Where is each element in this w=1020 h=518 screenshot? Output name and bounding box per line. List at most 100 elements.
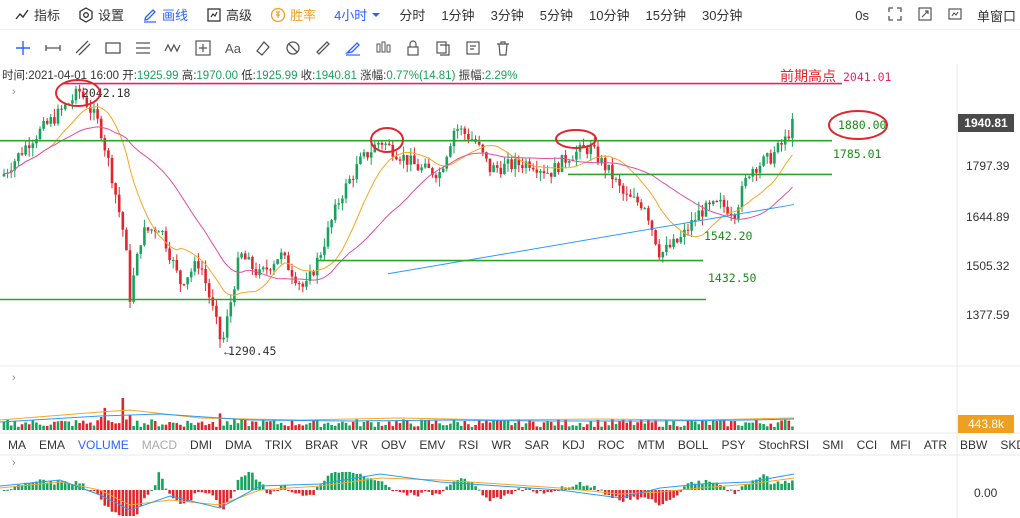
restore-icon[interactable] (917, 6, 933, 25)
candle-body (405, 155, 409, 165)
indicator-tab-mfi[interactable]: MFI (890, 438, 911, 452)
candle-body (647, 208, 650, 221)
candle-body (290, 270, 294, 277)
macd-bar (524, 488, 528, 490)
text-tool-icon[interactable]: Aa (225, 40, 241, 56)
eraser-icon[interactable] (248, 36, 278, 60)
indicator-tab-volume[interactable]: VOLUME (78, 438, 129, 452)
macd-bar (207, 490, 211, 494)
macd-bar (132, 490, 135, 516)
indicator-tab-smi[interactable]: SMI (822, 438, 844, 452)
refresh-interval[interactable]: 0s (855, 7, 869, 23)
collapse-macd-icon[interactable]: › (12, 457, 16, 469)
period-dropdown[interactable]: 4小时 (334, 5, 381, 24)
indicator-tab-brar[interactable]: BRAR (305, 438, 339, 452)
candle-body (643, 208, 647, 210)
timeframe-15m[interactable]: 15分钟 (645, 8, 686, 23)
indicator-tab-boll[interactable]: BOLL (677, 438, 709, 452)
macd-bar (276, 490, 279, 491)
volume-bar (279, 422, 283, 430)
macd-bar (639, 490, 643, 498)
indicator-tab-dmi[interactable]: DMI (190, 438, 213, 452)
indicator-tab-psy[interactable]: PSY (721, 438, 746, 452)
indicator-tab-ma[interactable]: MA (8, 438, 26, 452)
delete-icon[interactable] (488, 36, 518, 60)
macd-bar (45, 482, 49, 490)
brush-icon[interactable] (338, 36, 368, 60)
copy-icon[interactable] (428, 36, 458, 60)
indicator-tab-bbw[interactable]: BBW (960, 438, 988, 452)
timeframe-5m[interactable]: 5分钟 (539, 8, 574, 23)
candles-icon[interactable] (368, 36, 398, 60)
indicator-tab-emv[interactable]: EMV (419, 438, 446, 452)
parallel-lines-icon[interactable] (128, 36, 158, 60)
volume-bar (247, 426, 251, 430)
candle-body (92, 109, 96, 113)
timeframe-1m[interactable]: 1分钟 (441, 8, 475, 23)
indicator-tab-kdj[interactable]: KDJ (562, 438, 585, 452)
candle-body (521, 165, 524, 169)
indicator-tab-macd[interactable]: MACD (141, 438, 178, 452)
collapse-main-icon[interactable]: › (12, 86, 16, 98)
timeframe-3m[interactable]: 3分钟 (490, 8, 524, 23)
candle-body (243, 253, 247, 260)
ruler-icon[interactable] (308, 36, 338, 60)
indicator-tab-rsi[interactable]: RSI (458, 438, 479, 452)
volume-bar (251, 421, 254, 430)
volume-bar (557, 419, 560, 430)
candle-body (787, 136, 791, 139)
candle-body (726, 206, 729, 214)
volume-bar (161, 424, 164, 430)
trend-line-icon[interactable] (68, 36, 98, 60)
measure-icon[interactable] (188, 36, 218, 60)
candle-body (38, 128, 42, 140)
indicator-tab-mtm[interactable]: MTM (637, 438, 665, 452)
candle-body (269, 269, 272, 271)
indicators-button[interactable]: 指标 (14, 5, 60, 24)
volume-bar (729, 421, 733, 430)
indicator-tab-wr[interactable]: WR (491, 438, 512, 452)
indicator-tab-trix[interactable]: TRIX (264, 438, 293, 452)
note-icon[interactable] (458, 36, 488, 60)
indicator-tab-stochrsi[interactable]: StochRSI (758, 438, 810, 452)
crosshair-icon[interactable] (8, 36, 38, 60)
draw-button[interactable]: 画线 (142, 5, 188, 24)
winrate-button[interactable]: 胜率 (270, 5, 316, 24)
timeframe-tick[interactable]: 分时 (399, 8, 426, 23)
candle-body (611, 164, 614, 180)
timeframe-10m[interactable]: 10分钟 (589, 8, 630, 23)
indicator-tab-dma[interactable]: DMA (225, 438, 252, 452)
collapse-volume-icon[interactable]: › (12, 372, 16, 384)
macd-bar (308, 490, 312, 495)
candle-body (740, 186, 744, 208)
volume-bar (510, 425, 513, 430)
horizontal-line-icon[interactable] (38, 36, 68, 60)
volume-bar (474, 424, 477, 430)
rectangle-icon[interactable] (98, 36, 128, 60)
single-window-button[interactable]: 单窗口 (976, 8, 1016, 24)
indicator-tab-ema[interactable]: EMA (39, 438, 66, 452)
lock-icon[interactable] (398, 36, 428, 60)
indicator-tab-roc[interactable]: ROC (597, 438, 625, 452)
candle-body (305, 280, 308, 287)
camera-icon[interactable] (947, 6, 963, 25)
volume-bar (535, 426, 539, 430)
advanced-button[interactable]: 高级 (206, 5, 252, 24)
timeframe-30m[interactable]: 30分钟 (701, 8, 743, 23)
fullscreen-icon[interactable] (887, 6, 903, 25)
indicator-tab-vr[interactable]: VR (351, 438, 369, 452)
indicator-tab-atr[interactable]: ATR (923, 438, 948, 452)
indicator-tab-sar[interactable]: SAR (524, 438, 550, 452)
volume-bar (294, 425, 297, 430)
indicator-tab-cci[interactable]: CCI (856, 438, 878, 452)
volume-bar (492, 419, 495, 430)
volume-bar (521, 426, 524, 430)
magnet-icon[interactable] (278, 36, 308, 60)
indicator-tab-skdj[interactable]: SKDJ (1000, 438, 1020, 452)
indicator-tab-obv[interactable]: OBV (381, 438, 407, 452)
macd-bar (31, 482, 35, 490)
wave-icon[interactable] (158, 36, 188, 60)
settings-button[interactable]: 设置 (78, 5, 124, 24)
volume-bar (740, 425, 744, 430)
